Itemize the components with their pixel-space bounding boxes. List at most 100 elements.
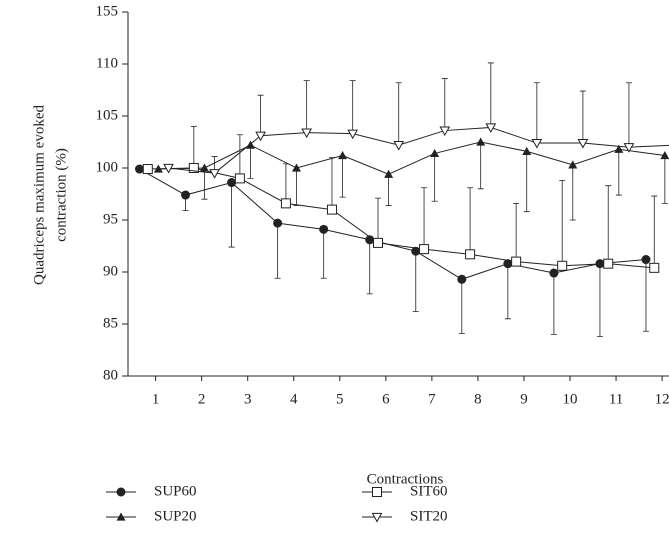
marker — [614, 144, 624, 153]
series-line — [168, 126, 669, 174]
x-tick-label: 2 — [198, 391, 206, 407]
x-tick-label: 1 — [152, 391, 160, 407]
marker — [384, 169, 394, 178]
marker — [292, 163, 302, 172]
marker — [419, 244, 430, 255]
marker — [365, 235, 375, 245]
y-tick-label: 80 — [103, 367, 118, 383]
error-bar — [282, 163, 289, 204]
marker — [503, 259, 513, 269]
marker — [439, 126, 451, 137]
x-tick-label: 8 — [474, 391, 482, 407]
error-bar — [366, 239, 373, 295]
marker — [485, 123, 497, 133]
error-bar — [605, 185, 612, 264]
error-bar — [651, 195, 658, 268]
marker — [338, 151, 348, 160]
error-bar — [661, 155, 668, 204]
marker — [319, 224, 329, 234]
legend-label: SIT60 — [410, 483, 448, 499]
error-bar — [458, 279, 465, 334]
legend-marker — [116, 487, 126, 497]
y-tick-label: 90 — [103, 263, 118, 279]
x-tick-label: 7 — [428, 391, 436, 407]
error-bar — [257, 94, 264, 136]
error-bar — [431, 153, 438, 202]
marker — [522, 146, 532, 155]
error-bar — [228, 182, 235, 248]
error-bar — [441, 78, 448, 131]
marker — [301, 128, 312, 139]
error-bar — [395, 82, 402, 146]
x-tick-label: 3 — [244, 391, 252, 407]
error-bar — [375, 197, 382, 243]
y-tick-label: 105 — [96, 107, 119, 123]
error-bar — [412, 251, 419, 312]
error-bar — [467, 187, 474, 255]
marker — [227, 178, 237, 188]
marker — [163, 163, 174, 174]
marker — [649, 262, 660, 273]
x-tick-label: 10 — [563, 391, 578, 407]
x-tick-label: 9 — [520, 391, 528, 407]
marker — [393, 141, 405, 151]
y-axis-label: Quadriceps maximum evoked — [31, 105, 47, 285]
marker — [188, 163, 199, 173]
error-bar — [385, 174, 392, 206]
marker — [280, 198, 291, 209]
error-bar — [523, 151, 530, 213]
error-bar — [579, 90, 586, 144]
marker — [411, 246, 421, 256]
error-bar — [303, 80, 310, 133]
series-line — [158, 141, 665, 175]
marker — [142, 164, 153, 175]
series-line — [139, 168, 647, 280]
marker — [557, 260, 568, 271]
marker — [623, 143, 635, 153]
y-tick-label: 155 — [96, 3, 119, 19]
marker — [135, 164, 145, 174]
marker — [660, 151, 669, 160]
marker — [373, 237, 384, 248]
legend-label: SIT20 — [410, 508, 448, 524]
error-bar — [550, 273, 557, 335]
error-bar — [274, 223, 281, 279]
y-tick-label: 110 — [96, 55, 118, 71]
x-tick-label: 12 — [655, 391, 669, 407]
error-bar — [596, 263, 603, 337]
marker — [326, 204, 337, 215]
marker — [568, 160, 578, 169]
marker — [549, 268, 559, 278]
legend-marker — [116, 512, 126, 521]
y-axis-label: contraction (%) — [53, 148, 69, 242]
marker — [273, 218, 283, 228]
error-bar — [236, 134, 243, 179]
legend-label: SUP20 — [154, 508, 197, 524]
error-bar — [421, 187, 428, 250]
marker — [457, 274, 467, 284]
marker — [245, 140, 255, 149]
error-bar — [487, 62, 494, 128]
error-bar — [349, 80, 356, 134]
marker — [347, 129, 359, 140]
marker — [531, 138, 543, 149]
error-bar — [569, 164, 576, 221]
error-bar — [477, 142, 484, 190]
error-bar — [190, 126, 197, 168]
error-bar — [625, 82, 632, 148]
x-tick-label: 5 — [336, 391, 344, 407]
error-bar — [504, 263, 511, 320]
x-tick-label: 4 — [290, 391, 298, 407]
error-bar — [642, 259, 649, 332]
error-bar — [293, 168, 300, 206]
marker — [577, 138, 589, 149]
error-bar — [328, 157, 335, 210]
x-tick-label: 11 — [609, 391, 623, 407]
error-bar — [339, 155, 346, 198]
y-tick-label: 95 — [103, 211, 118, 227]
marker — [255, 131, 266, 142]
x-tick-label: 6 — [382, 391, 390, 407]
marker — [603, 258, 614, 269]
marker — [476, 137, 486, 146]
